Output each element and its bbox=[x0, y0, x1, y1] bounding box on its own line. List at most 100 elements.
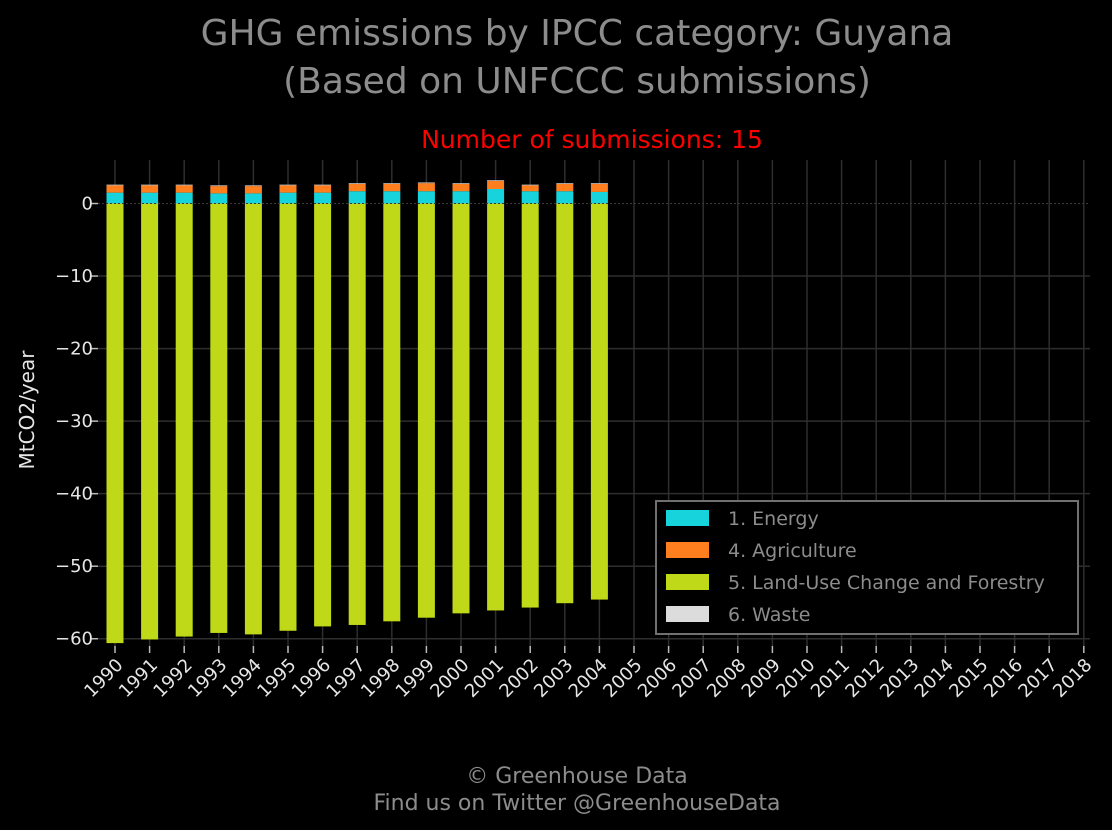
legend-swatch-3 bbox=[666, 606, 709, 622]
bar-2004-series-2 bbox=[590, 203, 608, 600]
bar-1991-series-0 bbox=[141, 192, 159, 204]
bar-1995-series-0 bbox=[279, 192, 297, 204]
bar-1991-series-3 bbox=[141, 184, 159, 186]
bar-1999-series-1 bbox=[417, 183, 435, 192]
legend-box bbox=[655, 500, 1079, 635]
y-axis-label: MtCO2/year bbox=[15, 350, 39, 470]
x-tick-label-2012: 2012 bbox=[841, 655, 888, 702]
y-tick-label-4: −40 bbox=[55, 484, 93, 505]
x-tick-label-1996: 1996 bbox=[288, 655, 335, 702]
bar-1992-series-0 bbox=[175, 192, 193, 204]
x-tick-label-1997: 1997 bbox=[322, 655, 369, 702]
x-tick-label-1994: 1994 bbox=[219, 655, 266, 702]
legend-swatch-0 bbox=[666, 510, 709, 526]
bar-1998-series-1 bbox=[383, 183, 401, 192]
x-tick-label-2016: 2016 bbox=[980, 655, 1027, 702]
bar-1995-series-2 bbox=[279, 203, 297, 631]
bar-2002-series-2 bbox=[521, 203, 539, 608]
legend-label-1: 4. Agriculture bbox=[728, 540, 857, 562]
bar-1995-series-1 bbox=[279, 185, 297, 193]
bar-1999-series-2 bbox=[417, 203, 435, 618]
bar-2004-series-3 bbox=[590, 183, 608, 184]
bar-1992-series-2 bbox=[175, 203, 193, 637]
chart-subtitle: Number of submissions: 15 bbox=[421, 125, 763, 154]
bar-2004-series-1 bbox=[590, 183, 608, 192]
footer-twitter: Find us on Twitter @GreenhouseData bbox=[373, 791, 780, 816]
x-tick-label-2003: 2003 bbox=[530, 655, 577, 702]
bar-2001-series-3 bbox=[487, 180, 505, 182]
bar-2003-series-3 bbox=[556, 183, 574, 184]
bar-1994-series-0 bbox=[244, 193, 262, 204]
x-tick-label-2014: 2014 bbox=[911, 655, 958, 702]
x-tick-label-1995: 1995 bbox=[253, 655, 300, 702]
x-tick-label-2013: 2013 bbox=[876, 655, 923, 702]
legend-label-0: 1. Energy bbox=[728, 508, 819, 530]
bar-2002-series-0 bbox=[521, 191, 539, 204]
x-tick-label-2006: 2006 bbox=[634, 655, 681, 702]
bar-2004-series-0 bbox=[590, 191, 608, 204]
footer-copyright: © Greenhouse Data bbox=[466, 764, 687, 789]
bar-1998-series-0 bbox=[383, 191, 401, 204]
bar-1992-series-1 bbox=[175, 185, 193, 193]
x-tick-label-2007: 2007 bbox=[668, 655, 715, 702]
bar-1997-series-0 bbox=[348, 191, 366, 204]
bar-1990-series-1 bbox=[106, 185, 124, 193]
y-axis: 0 −10 −20 −30 −40 −50 −60 bbox=[55, 194, 98, 650]
bar-1997-series-2 bbox=[348, 203, 366, 625]
bar-1990-series-3 bbox=[106, 184, 124, 186]
bar-1993-series-2 bbox=[210, 203, 228, 633]
bar-1991-series-2 bbox=[141, 203, 159, 640]
legend-swatch-1 bbox=[666, 542, 709, 558]
legend: 1. Energy 4. Agriculture 5. Land-Use Chang… bbox=[655, 500, 1079, 635]
x-axis: 1990199119921993199419951996199719981999… bbox=[80, 646, 1096, 702]
bar-1996-series-2 bbox=[314, 203, 332, 627]
bar-2001-series-0 bbox=[487, 189, 505, 204]
x-tick-label-1990: 1990 bbox=[80, 655, 127, 702]
bar-1993-series-3 bbox=[210, 185, 228, 187]
x-tick-label-1998: 1998 bbox=[357, 655, 404, 702]
x-tick-label-2001: 2001 bbox=[461, 655, 508, 702]
bar-1998-series-2 bbox=[383, 203, 401, 622]
x-tick-label-2000: 2000 bbox=[426, 655, 473, 702]
y-tick-label-0: 0 bbox=[82, 194, 93, 215]
y-tick-label-1: −10 bbox=[55, 266, 93, 287]
bar-2001-series-2 bbox=[487, 203, 505, 611]
x-tick-label-2008: 2008 bbox=[703, 655, 750, 702]
bar-1999-series-0 bbox=[417, 191, 435, 204]
x-tick-label-2002: 2002 bbox=[495, 655, 542, 702]
y-tick-label-2: −20 bbox=[55, 339, 93, 360]
bar-2002-series-1 bbox=[521, 185, 539, 192]
y-tick-label-5: −50 bbox=[55, 556, 93, 577]
legend-label-2: 5. Land-Use Change and Forestry bbox=[728, 572, 1045, 594]
x-tick-label-2004: 2004 bbox=[565, 655, 612, 702]
x-tick-label-1993: 1993 bbox=[184, 655, 231, 702]
bar-1991-series-1 bbox=[141, 185, 159, 193]
chart-title-line2: (Based on UNFCCC submissions) bbox=[283, 61, 871, 102]
legend-swatch-2 bbox=[666, 574, 709, 590]
x-tick-label-2018: 2018 bbox=[1049, 655, 1096, 702]
bar-2003-series-2 bbox=[556, 203, 574, 604]
bar-1996-series-0 bbox=[314, 192, 332, 204]
x-tick-label-2005: 2005 bbox=[599, 655, 646, 702]
bar-1993-series-1 bbox=[210, 186, 228, 194]
x-tick-label-1991: 1991 bbox=[115, 655, 162, 702]
bar-2001-series-1 bbox=[487, 181, 505, 190]
x-tick-label-2017: 2017 bbox=[1014, 655, 1061, 702]
bar-2003-series-1 bbox=[556, 183, 574, 192]
bar-1990-series-2 bbox=[106, 203, 124, 644]
bar-1995-series-3 bbox=[279, 184, 297, 186]
x-tick-label-2009: 2009 bbox=[738, 655, 785, 702]
bar-1990-series-0 bbox=[106, 192, 124, 204]
bar-2000-series-1 bbox=[452, 183, 470, 192]
x-tick-label-2011: 2011 bbox=[807, 655, 854, 702]
bar-2000-series-2 bbox=[452, 203, 470, 614]
bar-1997-series-1 bbox=[348, 183, 366, 192]
bar-1997-series-3 bbox=[348, 183, 366, 184]
bar-2000-series-0 bbox=[452, 191, 470, 204]
bar-1994-series-3 bbox=[244, 185, 262, 187]
bar-2003-series-0 bbox=[556, 191, 574, 204]
x-tick-label-2010: 2010 bbox=[772, 655, 819, 702]
x-tick-label-2015: 2015 bbox=[945, 655, 992, 702]
y-tick-label-3: −30 bbox=[55, 411, 93, 432]
